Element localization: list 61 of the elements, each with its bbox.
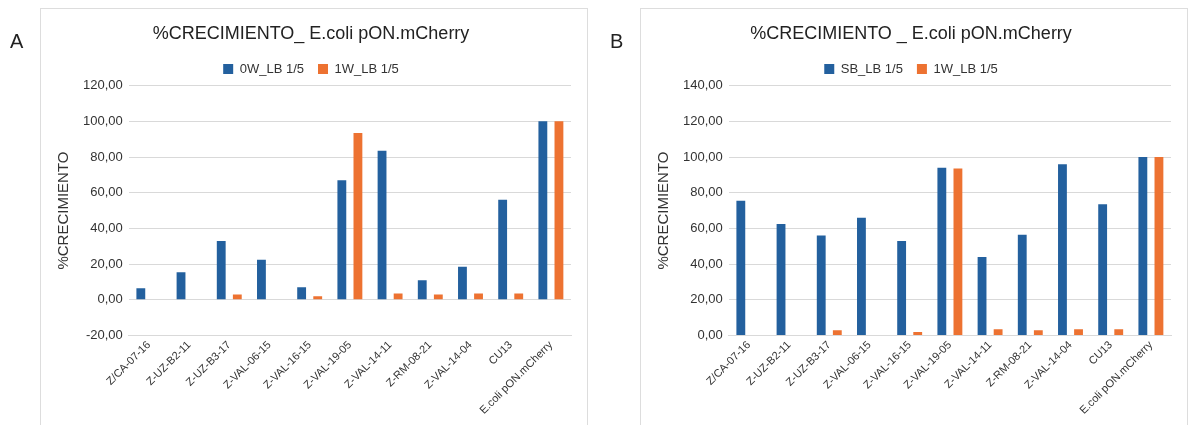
y-axis-title: %CRECIMIENTO bbox=[54, 151, 72, 270]
text: A bbox=[10, 30, 24, 53]
bar bbox=[1114, 329, 1124, 336]
y-tick-label: 100,00 bbox=[83, 112, 123, 128]
y-tick-label: 0,00 bbox=[697, 327, 723, 343]
y-tick-label: 120,00 bbox=[683, 112, 723, 128]
bar bbox=[1017, 234, 1027, 336]
legend-label: SB_LB 1/5 bbox=[840, 60, 903, 76]
bar bbox=[977, 256, 987, 336]
bar bbox=[1058, 164, 1067, 336]
bar bbox=[232, 294, 242, 300]
bar bbox=[953, 168, 963, 336]
bar bbox=[1154, 157, 1164, 336]
bar bbox=[1138, 157, 1148, 336]
bar bbox=[176, 272, 186, 300]
bar bbox=[136, 288, 146, 300]
y-tick-label: 80,00 bbox=[690, 184, 723, 200]
bar bbox=[433, 294, 443, 300]
y-tick-label: -20,00 bbox=[85, 327, 123, 343]
text: B bbox=[610, 30, 624, 53]
y-tick-label: 60,00 bbox=[690, 219, 723, 235]
bar bbox=[538, 121, 548, 300]
bar bbox=[216, 240, 226, 300]
bar bbox=[313, 296, 323, 300]
bar bbox=[1074, 329, 1083, 336]
bar bbox=[353, 132, 363, 300]
bar bbox=[832, 330, 842, 336]
bar bbox=[913, 331, 923, 336]
bar bbox=[937, 167, 947, 336]
bar bbox=[377, 150, 387, 300]
bar bbox=[417, 280, 427, 300]
y-tick-label: 140,00 bbox=[683, 77, 723, 93]
bar bbox=[554, 121, 564, 300]
bar bbox=[776, 223, 786, 336]
bar bbox=[857, 217, 866, 336]
bar bbox=[1098, 204, 1108, 336]
legend-label: 1W_LB 1/5 bbox=[334, 60, 399, 76]
y-tick-label: 0,00 bbox=[97, 291, 123, 307]
bar bbox=[337, 180, 347, 300]
y-tick-label: 20,00 bbox=[690, 291, 723, 307]
y-tick-label: 20,00 bbox=[90, 255, 123, 271]
chart-title: %CRECIMIENTO_ E.coli pON.mCherry bbox=[152, 22, 470, 44]
legend-label: 0W_LB 1/5 bbox=[239, 60, 305, 76]
bar bbox=[498, 199, 508, 300]
y-tick-label: 120,00 bbox=[83, 77, 123, 93]
y-tick-label: 100,00 bbox=[683, 148, 723, 164]
bar bbox=[1033, 330, 1043, 336]
y-tick-label: 40,00 bbox=[690, 255, 723, 271]
bar bbox=[458, 266, 467, 300]
y-tick-label: 80,00 bbox=[90, 148, 123, 164]
bar bbox=[257, 259, 266, 300]
bar bbox=[736, 200, 746, 336]
y-axis-title: %CRECIMIENTO bbox=[654, 151, 672, 270]
bar bbox=[897, 240, 907, 336]
legend-label: 1W_LB 1/5 bbox=[933, 60, 998, 76]
bar bbox=[993, 329, 1003, 336]
y-tick-label: 40,00 bbox=[90, 219, 123, 235]
bar bbox=[816, 235, 826, 336]
chart-title: %CRECIMIENTO _ E.coli pON.mCherry bbox=[750, 22, 1072, 44]
bar bbox=[297, 287, 307, 300]
y-tick-label: 60,00 bbox=[90, 184, 123, 200]
